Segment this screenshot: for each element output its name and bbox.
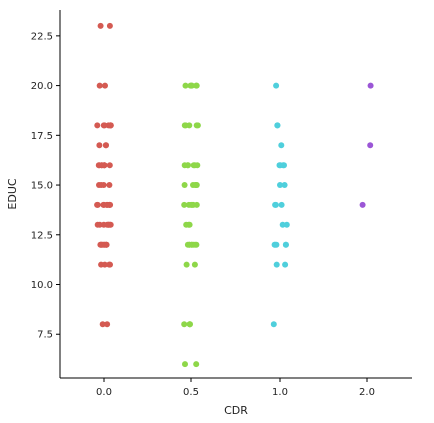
data-point bbox=[188, 82, 195, 89]
y-tick-label: 15.0 bbox=[31, 181, 53, 192]
data-point bbox=[281, 182, 288, 188]
data-point bbox=[183, 221, 190, 228]
data-point bbox=[97, 22, 104, 29]
data-point bbox=[193, 182, 200, 188]
data-point bbox=[105, 221, 112, 228]
data-point bbox=[283, 221, 290, 228]
x-axis-ticks: 0.0 0.5 1.0 2.0 bbox=[96, 378, 375, 398]
data-point bbox=[272, 201, 279, 208]
data-point bbox=[273, 82, 280, 89]
data-point bbox=[273, 261, 280, 268]
data-point bbox=[182, 82, 189, 89]
x-tick-label: 0.5 bbox=[183, 387, 199, 398]
data-point bbox=[282, 241, 289, 248]
data-point bbox=[98, 241, 105, 248]
x-tick-label: 2.0 bbox=[359, 387, 375, 398]
data-point bbox=[186, 321, 193, 328]
x-axis-label: CDR bbox=[224, 404, 248, 417]
data-point bbox=[106, 182, 113, 188]
data-point bbox=[278, 142, 285, 149]
data-point bbox=[96, 82, 103, 89]
data-point bbox=[102, 241, 109, 248]
data-point bbox=[193, 361, 200, 368]
data-point bbox=[106, 22, 113, 29]
data-point bbox=[181, 201, 188, 208]
y-axis-ticks: 7.5 10.0 12.5 15.0 17.5 20.0 22.5 bbox=[31, 31, 60, 341]
data-point bbox=[103, 142, 109, 149]
data-point bbox=[367, 142, 374, 149]
data-point bbox=[271, 241, 278, 248]
data-point bbox=[191, 261, 198, 268]
data-point bbox=[101, 162, 108, 169]
data-point bbox=[274, 122, 281, 129]
y-tick-label: 12.5 bbox=[31, 230, 53, 241]
data-point bbox=[278, 201, 285, 208]
data-point bbox=[281, 162, 287, 169]
data-point bbox=[100, 182, 107, 188]
data-point bbox=[99, 321, 106, 328]
data-point bbox=[182, 361, 188, 368]
data-points bbox=[94, 22, 374, 368]
data-point bbox=[100, 122, 107, 129]
y-tick-label: 10.0 bbox=[31, 280, 53, 291]
data-point bbox=[277, 182, 283, 188]
data-point bbox=[192, 241, 199, 248]
data-point bbox=[94, 221, 101, 228]
y-tick-label: 20.0 bbox=[31, 81, 53, 92]
data-point bbox=[186, 241, 193, 248]
y-tick-label: 7.5 bbox=[37, 330, 53, 341]
data-point bbox=[107, 201, 114, 208]
data-point bbox=[186, 122, 193, 129]
y-tick-label: 17.5 bbox=[31, 131, 53, 142]
data-point bbox=[282, 261, 289, 268]
data-point bbox=[107, 122, 114, 129]
y-tick-label: 22.5 bbox=[31, 31, 53, 42]
data-point bbox=[183, 261, 190, 268]
data-point bbox=[106, 261, 113, 268]
data-point bbox=[101, 261, 108, 268]
data-point bbox=[367, 82, 374, 89]
data-point bbox=[94, 122, 101, 129]
data-point bbox=[194, 162, 201, 169]
data-point bbox=[96, 142, 103, 149]
data-point bbox=[94, 201, 101, 208]
data-point bbox=[100, 201, 107, 208]
data-point bbox=[270, 321, 277, 328]
data-point bbox=[193, 82, 200, 89]
data-point bbox=[181, 321, 188, 328]
data-point bbox=[359, 201, 366, 208]
data-point bbox=[106, 162, 113, 169]
data-point bbox=[193, 201, 200, 208]
data-point bbox=[100, 221, 107, 228]
data-point bbox=[102, 82, 108, 89]
data-point bbox=[104, 321, 111, 328]
data-point bbox=[185, 201, 192, 208]
y-axis-label: EDUC bbox=[6, 178, 19, 209]
data-point bbox=[181, 162, 188, 169]
data-point bbox=[95, 162, 102, 169]
x-tick-label: 0.0 bbox=[96, 387, 112, 398]
data-point bbox=[193, 122, 200, 129]
x-tick-label: 1.0 bbox=[272, 387, 288, 398]
data-point bbox=[181, 182, 188, 188]
data-point bbox=[279, 221, 286, 228]
